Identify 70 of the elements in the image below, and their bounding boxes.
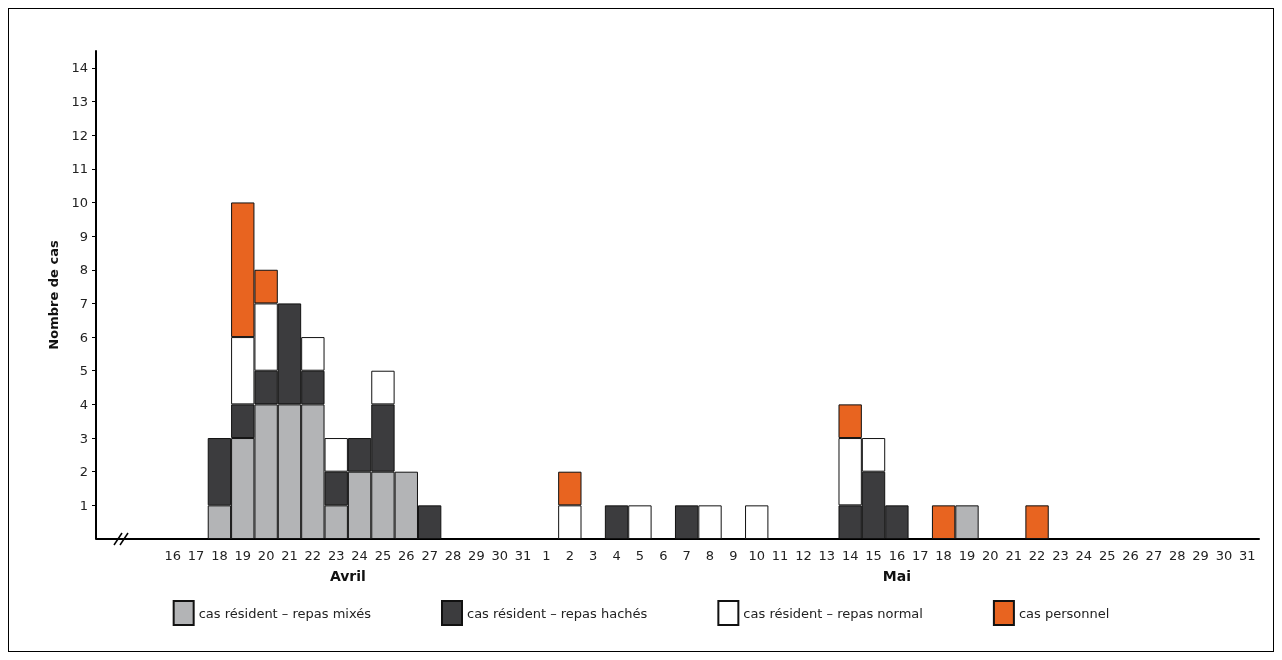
- x-tick-label: 22: [1028, 548, 1046, 563]
- y-tick-label: 9: [79, 228, 88, 244]
- y-tick-label: 14: [71, 60, 88, 76]
- x-tick-label: 7: [682, 548, 691, 563]
- x-tick-label: 16: [164, 548, 181, 563]
- y-tick-label: 4: [79, 396, 88, 412]
- x-tick-label: 29: [1192, 548, 1209, 563]
- text: Avril: [329, 568, 366, 584]
- x-tick-label: 27: [1145, 548, 1163, 563]
- x-tick-label: 3: [589, 548, 598, 563]
- x-tick-label: 18: [935, 548, 952, 563]
- x-tick-label: 17: [911, 548, 929, 563]
- x-tick-label: 4: [612, 548, 621, 563]
- x-tick-label: 30: [1215, 548, 1233, 563]
- y-tick-label: 7: [79, 295, 88, 311]
- x-tick-label: 31: [1239, 548, 1256, 563]
- x-tick-label: 29: [468, 548, 485, 563]
- y-tick-label: 3: [79, 430, 88, 446]
- x-tick-label: 24: [351, 548, 368, 563]
- legend-label: cas résident – repas hachés: [467, 605, 648, 621]
- bar: [1025, 505, 1049, 539]
- x-tick-label: 17: [187, 548, 205, 563]
- x-tick-label: 26: [398, 548, 415, 563]
- bar: [745, 505, 769, 539]
- x-tick-label: 8: [705, 548, 715, 563]
- x-tick-label: 11: [771, 548, 789, 563]
- x-tick-label: 20: [257, 548, 275, 563]
- x-tick-label: 12: [795, 548, 812, 563]
- y-tick-label: 8: [79, 262, 88, 278]
- x-tick-label: 23: [1052, 548, 1069, 563]
- legend-label: cas résident – repas mixés: [198, 605, 372, 621]
- x-tick-label: 23: [327, 548, 345, 563]
- x-tick-label: 26: [1122, 548, 1139, 563]
- x-tick-label: 21: [1005, 548, 1022, 563]
- x-tick-label: 19: [234, 548, 252, 563]
- y-tick-label: 6: [79, 329, 88, 345]
- x-tick-label: 25: [374, 548, 392, 563]
- x-tick-label: 30: [491, 548, 509, 563]
- y-tick-label: 12: [71, 127, 88, 143]
- y-tick-label: 10: [71, 194, 88, 210]
- x-tick-label: 28: [1168, 548, 1186, 563]
- y-tick-label: 11: [71, 161, 88, 177]
- x-tick-label: 20: [982, 548, 999, 563]
- x-tick-label: 14: [841, 548, 859, 563]
- x-tick-label: 18: [211, 548, 228, 563]
- text: Mai: [882, 568, 911, 584]
- legend-label: cas résident – repas normal: [743, 605, 923, 621]
- y-tick-label: 2: [79, 464, 88, 480]
- y-axis-title: Nombre de cas: [46, 240, 61, 350]
- x-tick-label: 15: [865, 548, 882, 563]
- x-tick-label: 28: [444, 548, 462, 563]
- y-tick-label: 5: [79, 363, 88, 379]
- x-tick-label: 1: [542, 548, 551, 563]
- x-tick-label: 31: [514, 548, 532, 563]
- x-tick-label: 27: [421, 548, 438, 563]
- x-tick-label: 19: [958, 548, 976, 563]
- x-tick-label: 22: [304, 548, 322, 563]
- x-tick-label: 16: [888, 548, 906, 563]
- x-tick-label: 10: [748, 548, 765, 563]
- x-tick-label: 24: [1075, 548, 1093, 563]
- x-tick-label: 9: [729, 548, 738, 563]
- y-tick-label: 1: [79, 497, 88, 513]
- y-tick-label: 13: [71, 93, 88, 109]
- x-tick-label: 5: [635, 548, 645, 563]
- x-tick-label: 25: [1098, 548, 1116, 563]
- legend-label: cas personnel: [1018, 605, 1110, 621]
- x-tick-label: 6: [659, 548, 668, 563]
- x-tick-label: 13: [818, 548, 836, 563]
- x-tick-label: 2: [565, 548, 574, 563]
- x-tick-label: 21: [281, 548, 298, 563]
